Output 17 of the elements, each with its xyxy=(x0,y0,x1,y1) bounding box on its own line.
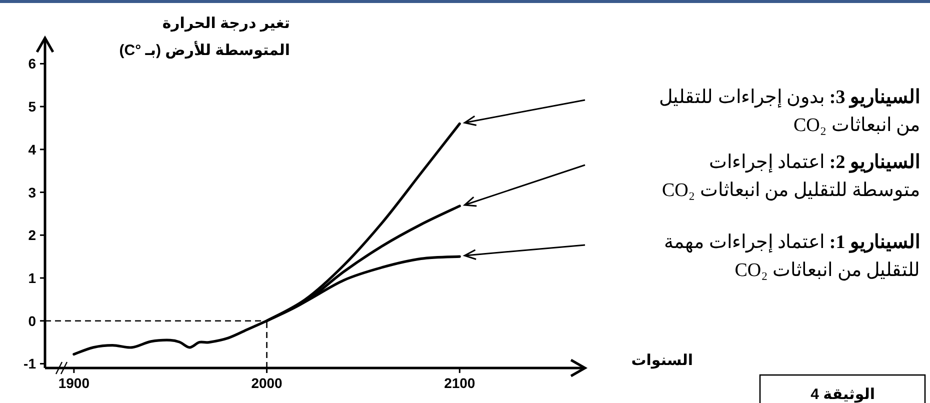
y-tick-label: 2 xyxy=(28,227,36,244)
y-tick-label: 0 xyxy=(28,312,36,329)
text: الوثيقة 4 xyxy=(810,386,875,403)
text: السيناريو 2: اعتماد إجراءات متوسطة للتقليل من انبعاثات CO₂ xyxy=(662,152,920,201)
x-tick-label: 1900 xyxy=(58,375,90,391)
y-tick-label: 5 xyxy=(28,98,36,115)
y-tick-label: 3 xyxy=(28,184,36,200)
y-axis-title: تغير درجة الحرارة المتوسطة للأرض (بـ °C) xyxy=(119,15,290,59)
text: السيناريو 1: اعتماد إجراءات مهمة للتقليل من انبعاثات CO₂ xyxy=(664,232,920,281)
y-tick-label: -1 xyxy=(24,356,36,372)
x-tick-label: 2000 xyxy=(251,375,283,391)
y-tick-label: 6 xyxy=(28,56,36,72)
text: السيناريو 3: بدون إجراءات للتقليل من انبعاثات CO₂ xyxy=(659,87,920,136)
y-tick-label: 4 xyxy=(28,141,36,158)
x-axis-title: السنوات xyxy=(631,352,693,369)
y-tick-label: 1 xyxy=(28,270,36,286)
x-tick-label: 2100 xyxy=(444,375,476,391)
